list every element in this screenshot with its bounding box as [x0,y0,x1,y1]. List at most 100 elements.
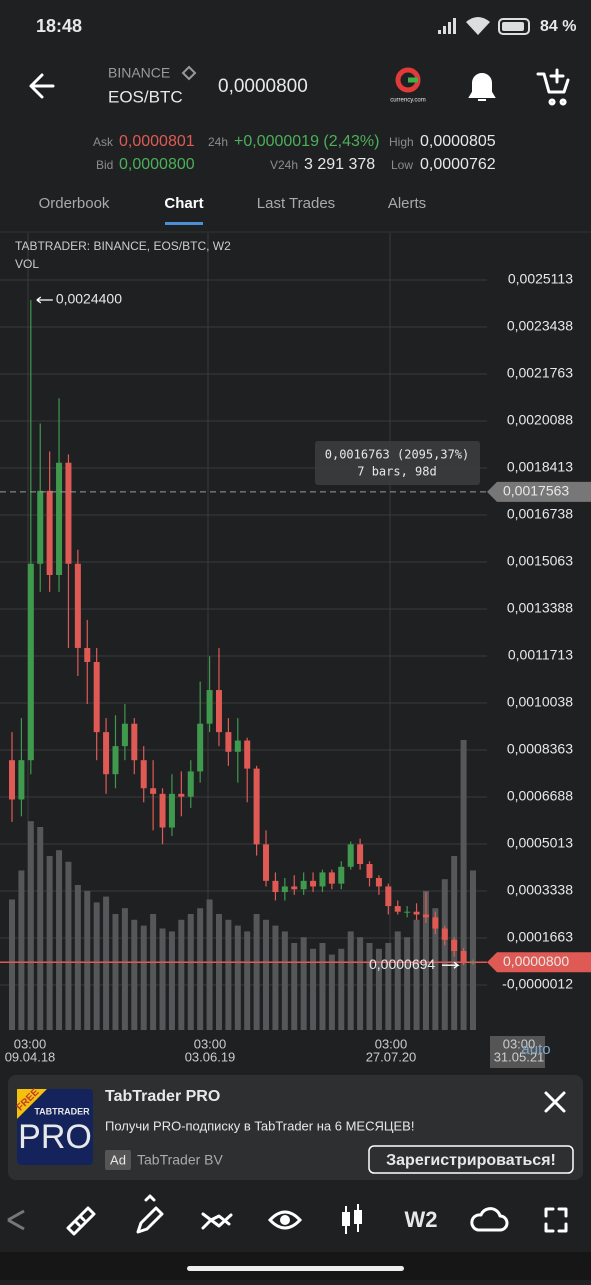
volume-bar [281,931,288,1030]
volume-bar [187,914,194,1030]
x-tick-time: 03:00 [14,1036,47,1051]
y-tick-label: 0,0010038 [507,694,573,710]
volume-bar [225,919,232,1030]
candle-body [74,563,81,648]
draw-button[interactable] [136,1194,164,1234]
volume-bar [404,937,411,1030]
ad-card[interactable] [8,1075,583,1180]
tab[interactable]: Alerts [388,195,426,212]
volume-bar [347,931,354,1030]
volume-bar [159,928,166,1030]
ad-logo-big: PRO [18,1118,92,1156]
bid-label: Bid [96,158,113,172]
candle-body [140,760,147,789]
volume-bar [366,943,373,1030]
indicator-button[interactable] [201,1212,233,1230]
x-tick-date: 31.05.21 [494,1049,545,1064]
volume-bar [9,899,15,1030]
measure-span: 7 bars, 98d [357,465,436,479]
tab[interactable]: Chart [164,195,203,212]
ad-advertiser: TabTrader BV [137,1152,224,1168]
y-tick-label: 0,0016738 [507,506,573,522]
ruler-button[interactable] [66,1206,96,1236]
candle-body [291,886,298,890]
alert-button[interactable] [468,73,496,101]
chart-title: TABTRADER: BINANCE, EOS/BTC, W2 [15,239,231,253]
y-tick-label: 0,0025113 [508,271,573,287]
ad-close[interactable] [544,1091,566,1113]
volume-bar [441,879,448,1030]
y-tick-label: 0,0020088 [507,412,573,428]
candle-body [150,788,157,794]
candle-body [112,746,119,775]
interval[interactable]: W2 [405,1207,438,1232]
ad-text: Получи PRO-подписку в TabTrader на 6 МЕС… [105,1118,414,1133]
volume-bar [84,890,91,1030]
cloud-button[interactable] [470,1207,509,1232]
tabs: Orderbook Chart Last Trades Alerts [39,195,426,225]
candle-body [244,740,251,769]
volume-bar [338,948,345,1030]
y-tick-label: 0,0015063 [507,553,573,569]
battery: 84 % [540,18,576,35]
volume-bar [263,919,270,1030]
tab[interactable]: Last Trades [257,195,335,212]
candle-body [413,911,420,915]
candle-body [281,886,288,893]
volume-bar [74,885,81,1030]
candle-body [375,878,382,887]
low-marker-label: 0,0000694 [369,956,435,972]
crosshair-tag [487,481,591,502]
candle-body [27,563,34,761]
x-tick-time: 03:00 [503,1036,536,1051]
ad-button-text: Зарегистрироваться! [386,1152,556,1169]
view-button[interactable] [267,1210,303,1230]
candle-body [65,462,72,564]
candle-body [225,732,232,752]
candle-body [263,844,270,881]
toolbar: W2 [7,1194,568,1236]
volume-bar [215,914,222,1030]
candle-body [103,732,110,775]
candle-body [178,793,185,797]
candle-icon-body [354,1210,362,1224]
high-arrow [36,296,53,304]
share-button[interactable] [7,1209,25,1231]
candle-body [234,740,241,752]
candle-body [84,647,91,662]
candle-body [328,872,335,884]
high-label: High [389,135,414,149]
volume-bar [272,925,279,1030]
candle-body [197,723,204,772]
ad-badge-bg [17,1089,47,1119]
bid: 0,0000800 [119,156,195,173]
ad-button[interactable] [368,1145,574,1174]
candle-body [366,864,373,879]
currency-logo[interactable] [395,67,421,93]
volume-bar [206,899,213,1030]
volume-bar [65,861,72,1030]
ad-title: TabTrader PRO [105,1088,220,1105]
cart-button[interactable] [536,68,570,106]
fullscreen-button[interactable] [544,1207,568,1233]
low-arrow [442,961,460,969]
candle-body [347,844,354,867]
last-price-tag [487,952,591,973]
volume-bar [18,870,25,1030]
tab[interactable]: Orderbook [39,195,110,212]
candle-body [121,723,128,747]
scale-mode[interactable]: auto [521,1041,550,1058]
candle-body [253,768,260,845]
back-button[interactable] [29,73,55,99]
measure-change: 0,0016763 (2095,37%) [325,448,470,462]
home-indicator[interactable] [187,1266,404,1271]
y-tick-label: 0,0001663 [507,929,573,945]
volume-bar [253,914,260,1030]
y-tick-label: 0,0018413 [507,459,573,475]
ad-label: Ad [110,1152,126,1167]
view-dot [280,1215,290,1225]
volume-bar [234,925,241,1030]
pair: EOS/BTC [108,87,183,106]
status-icons [438,17,530,35]
